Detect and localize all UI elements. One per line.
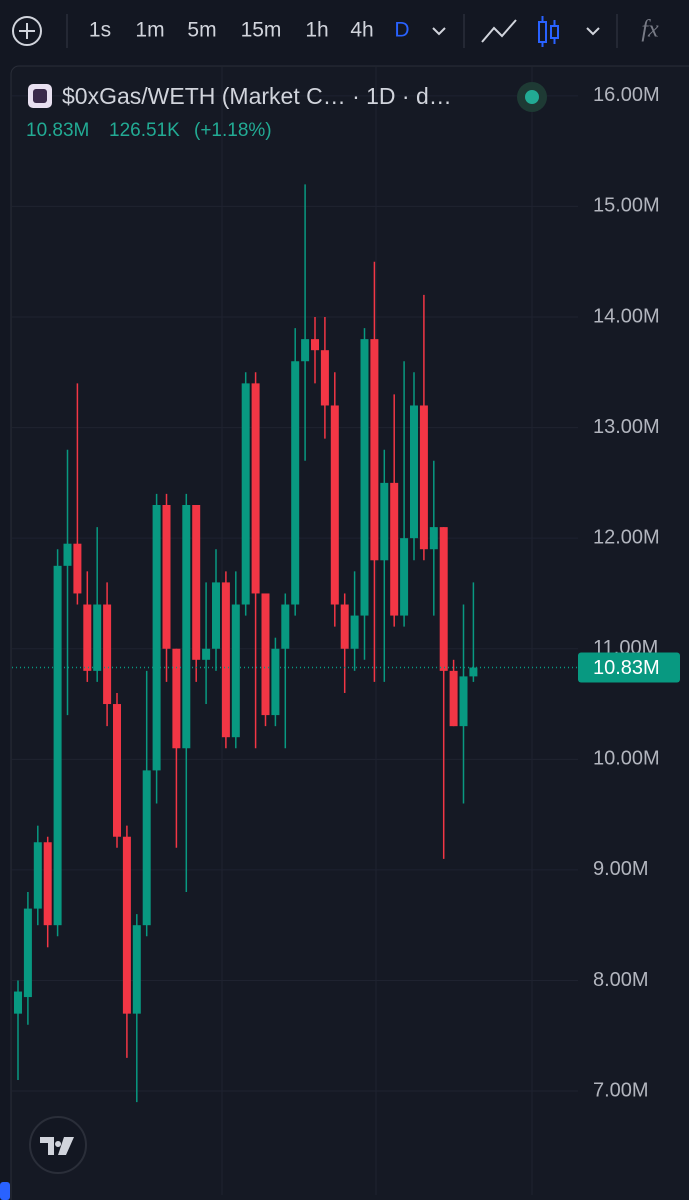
- candle-body: [14, 991, 22, 1014]
- plot: 7.00M8.00M9.00M10.00M11.00M12.00M13.00M1…: [12, 84, 680, 1103]
- interval[interactable]: 1s: [89, 19, 111, 42]
- candle-icon[interactable]: [538, 16, 559, 47]
- candle-body: [429, 527, 438, 550]
- y-tick-label: 7.00M: [593, 1079, 649, 1101]
- token-icon-inner: [33, 89, 47, 103]
- candle-body: [142, 770, 151, 926]
- y-tick-label: 13.00M: [593, 416, 660, 438]
- candle-body: [231, 604, 240, 738]
- edge-tab[interactable]: [0, 1182, 10, 1200]
- symbol-title: $0xGas/WETH (Market C… · 1D · d…: [62, 83, 452, 109]
- candle-body: [192, 504, 201, 660]
- candle-body: [63, 543, 72, 566]
- candle-body: [419, 405, 428, 550]
- last-price-label: 10.83M: [593, 657, 660, 679]
- logo-mark: [40, 1137, 74, 1155]
- candle-body: [449, 670, 458, 727]
- indicators-icon[interactable]: fx: [641, 17, 659, 43]
- y-tick-label: 8.00M: [593, 969, 649, 991]
- candle-body: [439, 527, 448, 671]
- candle-body: [311, 339, 319, 351]
- candle-body: [410, 405, 418, 539]
- status-dot: [525, 90, 539, 104]
- candle-body: [390, 482, 399, 616]
- plus-icon: [19, 23, 35, 39]
- line-chart-icon[interactable]: [481, 19, 517, 43]
- candle-body: [122, 836, 131, 1014]
- interval[interactable]: 5m: [187, 19, 216, 42]
- interval[interactable]: 1h: [305, 19, 328, 42]
- interval[interactable]: 4h: [350, 19, 373, 42]
- candle-body: [380, 482, 389, 561]
- tv-logo[interactable]: [29, 1116, 87, 1174]
- legend-price: 10.83M: [26, 120, 89, 141]
- candle-body: [241, 383, 250, 605]
- y-tick-label: 15.00M: [593, 195, 660, 217]
- y-tick-label: 9.00M: [593, 858, 649, 880]
- candle-body: [152, 504, 161, 771]
- candle-body: [221, 582, 230, 738]
- interval[interactable]: 15m: [241, 19, 282, 42]
- y-tick-label: 10.00M: [593, 748, 660, 770]
- y-tick-label: 14.00M: [593, 305, 660, 327]
- last-price-tag: [578, 652, 680, 683]
- candle-body: [43, 842, 52, 926]
- candle-body: [469, 667, 478, 677]
- add-button[interactable]: [12, 16, 42, 46]
- candle-body: [301, 339, 310, 362]
- candle-body: [291, 361, 300, 605]
- toolbar: 1s 1m 5m 15m 1h 4h D fx: [12, 14, 659, 48]
- candle-body: [360, 339, 369, 616]
- chart-panel: [10, 65, 689, 1200]
- interval-active[interactable]: D: [394, 19, 409, 42]
- candle-body: [251, 383, 260, 594]
- interval[interactable]: 1m: [135, 19, 164, 42]
- legend-change-pct: (+1.18%): [194, 120, 272, 141]
- dropdown-icon[interactable]: [586, 27, 600, 36]
- candle-body: [103, 604, 112, 705]
- candle-body: [113, 704, 121, 837]
- y-tick-label: 16.00M: [593, 84, 660, 106]
- candle-body: [73, 543, 82, 594]
- candle-icon-wick: [541, 16, 556, 47]
- legend-change: 126.51K: [109, 120, 180, 141]
- candle-body: [23, 908, 32, 998]
- candle-body: [132, 925, 141, 1014]
- candle-body: [370, 339, 379, 561]
- candle-body: [202, 648, 211, 660]
- candle-body: [33, 842, 42, 909]
- legend: $0xGas/WETH (Market C… · 1D · d… 10.83M …: [26, 82, 547, 141]
- candle-body: [182, 504, 191, 749]
- candle-body: [320, 350, 329, 406]
- candle-body: [400, 538, 409, 616]
- y-tick-label: 12.00M: [593, 526, 660, 548]
- candle-body: [83, 604, 92, 671]
- candle-body: [340, 604, 349, 649]
- candle-body: [459, 676, 468, 727]
- candle-body: [162, 504, 171, 649]
- candle-body: [261, 593, 270, 716]
- dropdown-icon[interactable]: [432, 27, 446, 36]
- candle-body: [172, 648, 181, 749]
- candle-body: [212, 582, 220, 649]
- candle-body: [53, 565, 62, 926]
- candle-body: [350, 615, 359, 649]
- candle-body: [281, 604, 290, 649]
- candle-body: [271, 648, 280, 716]
- candle-body: [330, 405, 339, 605]
- candle-body: [93, 604, 102, 671]
